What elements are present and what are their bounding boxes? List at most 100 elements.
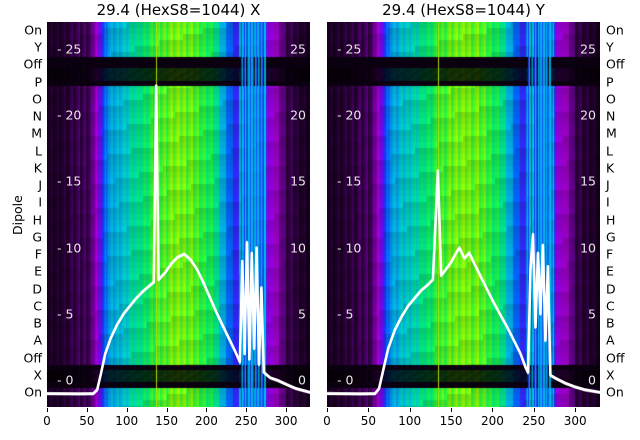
x-tick-mark bbox=[409, 408, 411, 412]
x-tick-mark bbox=[126, 408, 128, 412]
category-label-right: Off bbox=[606, 56, 625, 72]
category-label-right: P bbox=[606, 74, 614, 90]
category-label-left: M bbox=[31, 125, 42, 141]
x-tick-mark bbox=[86, 408, 88, 412]
heatmap-image bbox=[47, 22, 310, 407]
y-tick-label-mirror: 0 bbox=[588, 372, 596, 388]
x-tick-label: 250 bbox=[522, 414, 546, 428]
y-tick-label-mirror: 10 bbox=[290, 240, 306, 256]
y-tick-label-mirror: 10 bbox=[580, 240, 596, 256]
y-tick-label: - 15 bbox=[57, 173, 82, 189]
x-tick-label: 0 bbox=[43, 414, 51, 428]
category-label-left: Y bbox=[34, 39, 42, 55]
x-tick-label: 200 bbox=[481, 414, 504, 428]
category-label-right: G bbox=[606, 229, 616, 245]
y-tick-label: - 0 bbox=[337, 372, 354, 388]
y-tick-label: - 10 bbox=[57, 240, 82, 256]
y-tick-label: - 25 bbox=[57, 41, 82, 57]
x-tick-label: 300 bbox=[274, 414, 298, 428]
signal-trace-x bbox=[47, 84, 310, 396]
category-label-left: Off bbox=[23, 56, 42, 72]
x-tick-label: 200 bbox=[194, 414, 218, 428]
y-tick-label: - 5 bbox=[337, 306, 354, 322]
category-label-left: I bbox=[38, 194, 42, 210]
x-tick-mark bbox=[246, 408, 248, 412]
category-label-left: On bbox=[24, 384, 42, 400]
category-label-left: G bbox=[32, 229, 42, 245]
x-tick-mark bbox=[327, 408, 328, 412]
category-label-left: D bbox=[32, 281, 42, 297]
category-label-left: C bbox=[33, 298, 42, 314]
x-tick-label: 250 bbox=[234, 414, 258, 428]
category-label-right: L bbox=[606, 143, 613, 159]
category-label-left: A bbox=[33, 332, 42, 348]
y-tick-label: - 20 bbox=[57, 107, 82, 123]
y-tick-label: - 20 bbox=[337, 107, 362, 123]
y-tick-label-mirror: 15 bbox=[290, 173, 306, 189]
y-tick-label: - 15 bbox=[337, 173, 362, 189]
category-label-right: M bbox=[606, 125, 617, 141]
y-tick-label: - 5 bbox=[57, 306, 74, 322]
x-tick-mark bbox=[47, 408, 48, 412]
category-label-left: K bbox=[33, 160, 42, 176]
category-label-right: E bbox=[606, 263, 614, 279]
category-label-right: O bbox=[606, 91, 616, 107]
y-tick-label-mirror: 25 bbox=[290, 41, 306, 57]
category-label-left: On bbox=[24, 22, 42, 38]
plot-area-x[interactable]: - 0 - 5 - 10 - 15 - 20 - 25 0 5 10 15 20 25 bbox=[47, 22, 310, 407]
y-tick-label-mirror: 25 bbox=[580, 41, 596, 57]
category-label-right: N bbox=[606, 108, 616, 124]
category-label-left: L bbox=[35, 143, 42, 159]
y-tick-label-mirror: 20 bbox=[580, 107, 596, 123]
panel-title-y: 29.4 (HexS8=1044) Y bbox=[382, 1, 545, 19]
y-tick-label-mirror: 5 bbox=[588, 306, 596, 322]
x-tick-mark bbox=[286, 408, 288, 412]
x-tick-label: 100 bbox=[398, 414, 422, 428]
y-tick-label-mirror: 20 bbox=[290, 107, 306, 123]
category-label-left: Off bbox=[23, 350, 42, 366]
x-tick-mark bbox=[533, 408, 535, 412]
category-label-right: A bbox=[606, 332, 615, 348]
heatmap-image bbox=[327, 22, 600, 407]
category-label-right: Off bbox=[606, 350, 625, 366]
category-label-right: On bbox=[606, 22, 624, 38]
x-tick-mark bbox=[166, 408, 168, 412]
category-label-left: X bbox=[33, 367, 42, 383]
category-label-right: Y bbox=[606, 39, 614, 55]
y-tick-label-mirror: 5 bbox=[298, 306, 306, 322]
category-label-right: K bbox=[606, 160, 615, 176]
x-tick-label: 0 bbox=[323, 414, 331, 428]
category-label-left: E bbox=[34, 263, 42, 279]
x-tick-label: 150 bbox=[439, 414, 463, 428]
x-tick-label: 50 bbox=[79, 414, 95, 428]
x-tick-label: 300 bbox=[563, 414, 587, 428]
category-label-left: H bbox=[32, 212, 42, 228]
category-label-right: F bbox=[606, 246, 614, 262]
x-tick-mark bbox=[451, 408, 453, 412]
y-tick-label-mirror: 15 bbox=[580, 173, 596, 189]
category-label-left: F bbox=[34, 246, 42, 262]
category-label-left: N bbox=[32, 108, 42, 124]
x-tick-mark bbox=[368, 408, 370, 412]
x-tick-label: 100 bbox=[115, 414, 139, 428]
x-tick-label: 150 bbox=[155, 414, 178, 428]
signal-trace-y bbox=[327, 169, 600, 396]
category-label-right: B bbox=[606, 315, 615, 331]
category-label-right: On bbox=[606, 384, 624, 400]
y-tick-label: - 25 bbox=[337, 41, 362, 57]
panel-title-x: 29.4 (HexS8=1044) X bbox=[96, 1, 261, 19]
plot-area-y[interactable]: - 0 - 5 - 10 - 15 - 20 - 25 0 5 10 15 20 25 bbox=[327, 22, 600, 407]
category-label-right: I bbox=[606, 194, 610, 210]
category-label-right: C bbox=[606, 298, 615, 314]
category-label-left: P bbox=[34, 74, 42, 90]
y-tick-label: - 10 bbox=[337, 240, 362, 256]
category-label-right: H bbox=[606, 212, 616, 228]
y-tick-label: - 0 bbox=[57, 372, 74, 388]
category-label-left: J bbox=[38, 177, 42, 193]
category-label-right: X bbox=[606, 367, 615, 383]
y-tick-label-mirror: 0 bbox=[298, 372, 306, 388]
x-tick-mark bbox=[206, 408, 208, 412]
x-tick-mark bbox=[492, 408, 494, 412]
category-label-right: D bbox=[606, 281, 616, 297]
